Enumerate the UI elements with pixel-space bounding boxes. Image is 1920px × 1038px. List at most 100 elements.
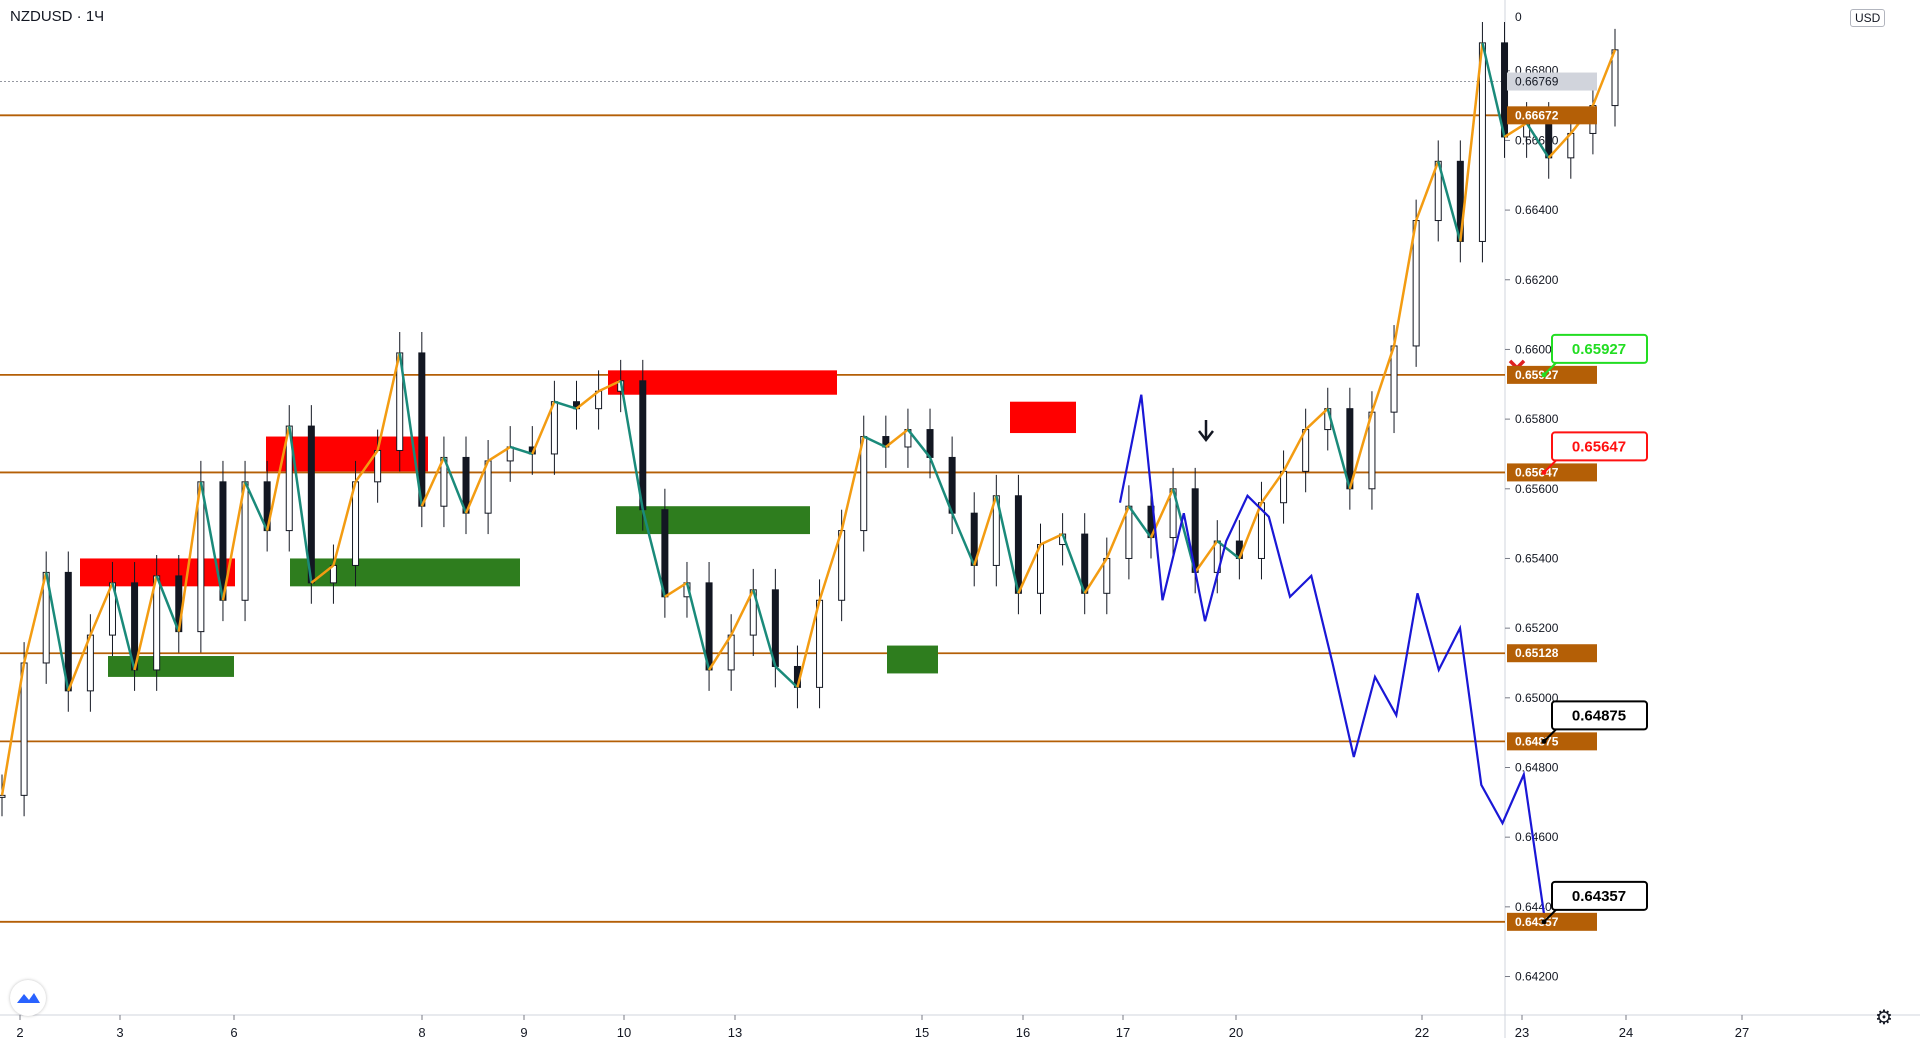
price-tick-label: 0.64800 <box>1515 760 1559 774</box>
candle-body <box>418 352 426 507</box>
zigzag-segment <box>464 460 490 514</box>
projection-path[interactable] <box>1118 394 1547 921</box>
symbol-label[interactable]: NZDUSD · 1Ч <box>10 8 105 25</box>
level-price-text: 0.65647 <box>1515 465 1559 479</box>
callout-anchor <box>1541 469 1547 475</box>
callout-anchor <box>1541 372 1547 378</box>
time-tick-label: 22 <box>1415 1025 1429 1038</box>
zigzag-segment <box>1547 132 1572 159</box>
zigzag-segment <box>0 662 26 796</box>
zigzag-segment <box>774 665 799 689</box>
callout-pointer <box>1543 909 1557 923</box>
level-price-text: 0.65927 <box>1515 368 1559 382</box>
level-price-text: 0.64875 <box>1515 734 1559 748</box>
demand-zone[interactable] <box>290 558 520 587</box>
callout-anchor <box>1541 919 1547 925</box>
callout-pointer <box>1543 728 1557 743</box>
tradingview-cloud-icon[interactable] <box>10 980 46 1016</box>
zigzag-segment <box>111 582 136 671</box>
price-tick-label: 0.65400 <box>1515 551 1559 565</box>
zigzag-segment <box>950 512 976 566</box>
currency-badge[interactable]: USD <box>1850 9 1886 27</box>
zigzag-segment <box>1326 408 1352 490</box>
price-tick-label-top: 0 <box>1515 10 1522 24</box>
zigzag-segment <box>221 481 247 601</box>
callout-pointer <box>1543 459 1557 474</box>
level-price-badge[interactable] <box>1507 106 1597 125</box>
zigzag-segment <box>509 445 533 456</box>
level-price-badge[interactable] <box>1507 912 1597 931</box>
time-tick-label: 20 <box>1229 1025 1243 1038</box>
callout-box[interactable] <box>1551 700 1648 731</box>
level-price-badge[interactable] <box>1507 732 1597 751</box>
zigzag-segment <box>243 481 269 532</box>
level-price-badge[interactable] <box>1507 644 1597 663</box>
time-tick-label: 23 <box>1515 1025 1529 1038</box>
zigzag-segment <box>1348 411 1374 490</box>
time-tick-label: 16 <box>1016 1025 1030 1038</box>
demand-zone[interactable] <box>887 645 938 674</box>
zigzag-segment <box>1194 540 1219 574</box>
zigzag-segment <box>1481 42 1506 138</box>
zigzag-segment <box>796 599 821 688</box>
price-tick-label: 0.65800 <box>1515 412 1559 426</box>
zigzag-segment <box>67 634 92 692</box>
price-tick-label: 0.65200 <box>1515 621 1559 635</box>
zigzag-segment <box>22 572 48 664</box>
price-tick-label: 0.64600 <box>1515 830 1559 844</box>
zigzag-segment <box>155 575 180 633</box>
price-tick-label: 0.65600 <box>1515 482 1559 496</box>
callout-box[interactable] <box>1551 880 1648 911</box>
zigzag-segment <box>1083 557 1108 594</box>
price-tick-label: 0.64200 <box>1515 970 1559 984</box>
level-price-text: 0.66672 <box>1515 108 1559 122</box>
logo-graphic <box>17 993 40 1003</box>
zigzag-segment <box>1282 428 1307 472</box>
zigzag-segment <box>1017 544 1042 594</box>
down-arrow-icon[interactable] <box>1198 420 1214 443</box>
zigzag-segment <box>332 481 357 566</box>
demand-zone[interactable] <box>108 656 234 677</box>
zigzag-segment <box>685 582 711 671</box>
zigzag-segment <box>1127 505 1153 539</box>
level-price-badge[interactable] <box>1507 365 1597 384</box>
supply-zone[interactable] <box>1010 401 1076 434</box>
zigzag-segment <box>1591 49 1617 107</box>
callout-box[interactable] <box>1551 333 1648 364</box>
zigzag-segment <box>641 509 667 598</box>
callout-box[interactable] <box>1551 431 1648 462</box>
zigzag-segment <box>288 425 313 584</box>
zigzag-segment <box>1260 470 1285 504</box>
price-tick-label: 0.66200 <box>1515 273 1559 287</box>
zigzag-segment <box>619 380 645 510</box>
callout-text: 0.64357 <box>1572 888 1626 905</box>
zigzag-segment <box>664 581 688 598</box>
level-price-text: 0.64357 <box>1515 915 1559 929</box>
zigzag-segment <box>1061 533 1086 594</box>
zigzag-segment <box>199 481 225 601</box>
price-tick-label: 0.64400 <box>1515 900 1559 914</box>
zigzag-segment <box>1370 345 1396 413</box>
price-tick-label: 0.66400 <box>1515 203 1559 217</box>
zigzag-segment <box>598 379 622 393</box>
zigzag-segment <box>708 634 733 671</box>
time-tick-label: 6 <box>230 1025 237 1038</box>
zigzag-segment <box>973 495 998 566</box>
gear-icon[interactable]: ⚙ <box>1875 1007 1893 1029</box>
zigzag-segment <box>752 589 777 667</box>
level-price-badge[interactable] <box>1507 463 1597 482</box>
zigzag-segment <box>730 589 755 636</box>
zigzag-segment <box>1392 220 1418 347</box>
zigzag-segment <box>1171 488 1197 573</box>
zigzag-segment <box>265 425 291 531</box>
zigzag-segment <box>995 495 1020 594</box>
zigzag-segment <box>1437 160 1462 242</box>
zigzag-segment <box>354 449 379 483</box>
time-tick-label: 15 <box>915 1025 929 1038</box>
time-tick-label: 10 <box>617 1025 631 1038</box>
time-tick-label: 9 <box>520 1025 527 1038</box>
zigzag-segment <box>863 435 887 449</box>
zigzag-segment <box>1304 407 1329 431</box>
